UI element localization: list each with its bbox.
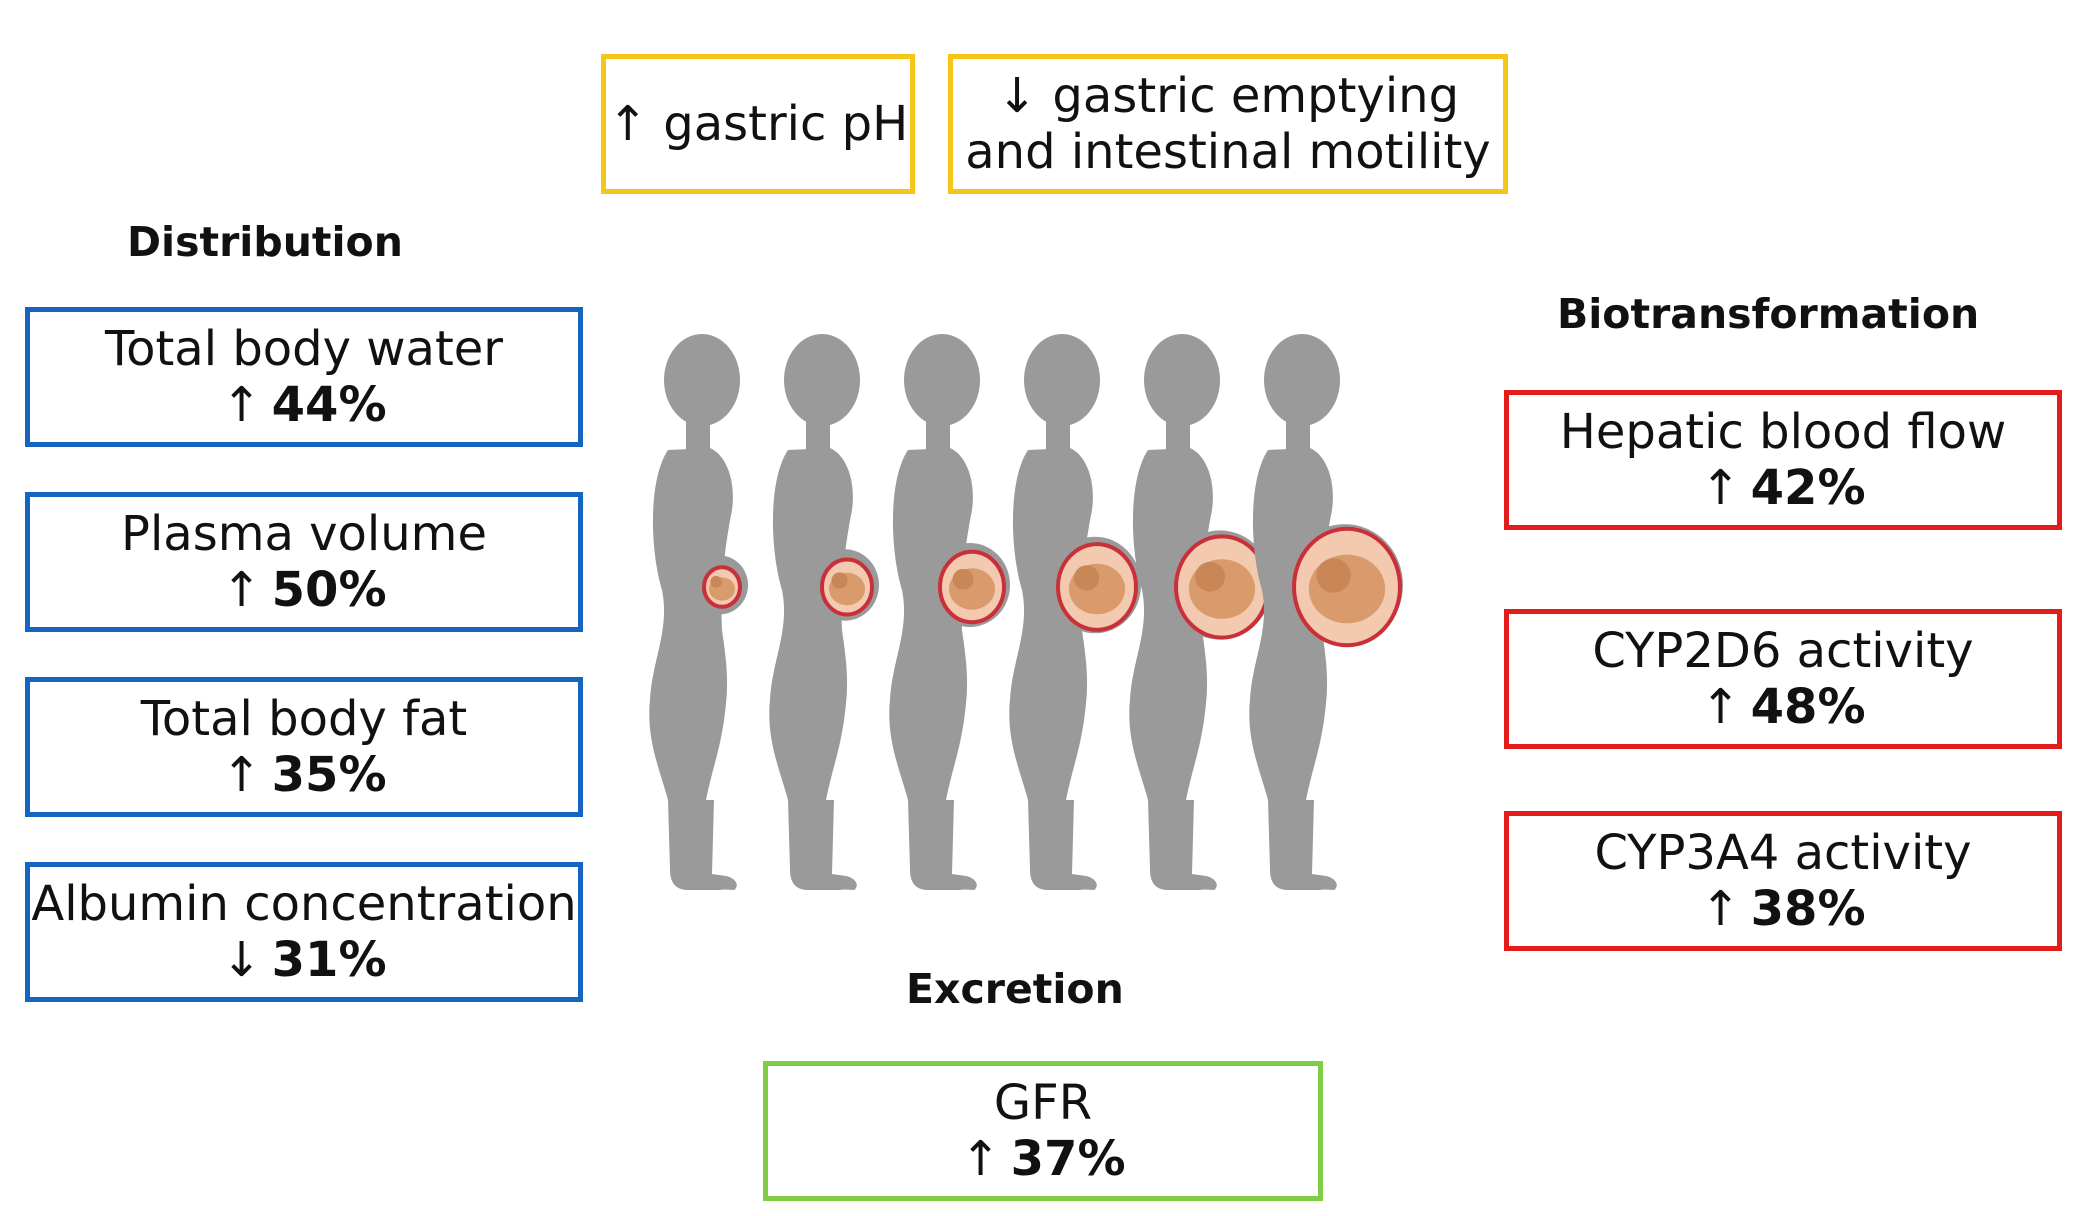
biotransformation-box: Hepatic blood flow ↑ 42%	[1504, 390, 2062, 530]
fetus-head-icon	[952, 568, 974, 590]
pregnancy-stage-silhouettes	[649, 334, 1403, 890]
arrow-up-icon: ↑	[1700, 881, 1741, 937]
absorption-box-gastric-ph: ↑ gastric pH	[601, 54, 915, 194]
pregnancy-stage-figure	[889, 334, 1010, 890]
heading-excretion: Excretion	[906, 965, 1124, 1013]
arrow-up-icon: ↑	[960, 1131, 1001, 1187]
arrow-up-icon: ↑	[1700, 679, 1741, 735]
fetus-head-icon	[831, 572, 848, 589]
biotransformation-value: ↑ 38%	[1700, 881, 1866, 937]
biotransformation-label: CYP3A4 activity	[1594, 825, 1972, 881]
distribution-box: Plasma volume ↑ 50%	[25, 492, 583, 632]
distribution-box: Albumin concentration ↓ 31%	[25, 862, 583, 1002]
biotransformation-value: ↑ 48%	[1700, 679, 1866, 735]
fetus-head-icon	[1195, 561, 1225, 592]
distribution-value: ↓ 31%	[221, 932, 387, 988]
distribution-label: Plasma volume	[121, 506, 487, 562]
arrow-up-icon: ↑	[221, 377, 262, 433]
distribution-box: Total body fat ↑ 35%	[25, 677, 583, 817]
biotransformation-value: ↑ 42%	[1700, 460, 1866, 516]
heading-biotransformation: Biotransformation	[1557, 290, 1980, 338]
arrow-up-icon: ↑	[607, 96, 648, 152]
arrow-down-icon: ↓	[996, 68, 1038, 124]
absorption-label-line1: ↓ gastric emptying	[996, 68, 1460, 124]
arrow-up-icon: ↑	[1700, 460, 1741, 516]
pregnancy-stage-figure	[1009, 334, 1141, 890]
biotransformation-box: CYP3A4 activity ↑ 38%	[1504, 811, 2062, 951]
distribution-box: Total body water ↑ 44%	[25, 307, 583, 447]
pregnancy-stage-figure	[769, 334, 879, 890]
distribution-value: ↑ 44%	[221, 377, 387, 433]
pregnancy-stages-illustration	[649, 334, 1403, 890]
fetus-head-icon	[710, 575, 722, 588]
distribution-label: Total body fat	[140, 691, 468, 747]
excretion-label: GFR	[993, 1075, 1093, 1131]
distribution-label: Total body water	[104, 321, 504, 377]
arrow-down-icon: ↓	[221, 932, 262, 988]
fetus-head-icon	[1073, 565, 1100, 591]
absorption-label: ↑ gastric pH	[607, 96, 909, 152]
pregnancy-stage-figure	[1129, 334, 1272, 890]
arrow-up-icon: ↑	[221, 562, 262, 618]
pregnancy-stage-figure	[1249, 334, 1403, 890]
excretion-value: ↑ 37%	[960, 1131, 1126, 1187]
absorption-label-line2: and intestinal motility	[965, 124, 1491, 180]
absorption-box-gastric-emptying: ↓ gastric emptying and intestinal motili…	[948, 54, 1508, 194]
heading-distribution: Distribution	[127, 218, 403, 266]
arrow-up-icon: ↑	[221, 747, 262, 803]
distribution-label: Albumin concentration	[31, 876, 577, 932]
fetus-head-icon	[1316, 558, 1351, 593]
pregnancy-stage-figure	[649, 334, 748, 890]
distribution-value: ↑ 50%	[221, 562, 387, 618]
distribution-value: ↑ 35%	[221, 747, 387, 803]
biotransformation-label: Hepatic blood flow	[1559, 404, 2007, 460]
biotransformation-label: CYP2D6 activity	[1592, 623, 1974, 679]
excretion-box-gfr: GFR ↑ 37%	[763, 1061, 1323, 1201]
biotransformation-box: CYP2D6 activity ↑ 48%	[1504, 609, 2062, 749]
